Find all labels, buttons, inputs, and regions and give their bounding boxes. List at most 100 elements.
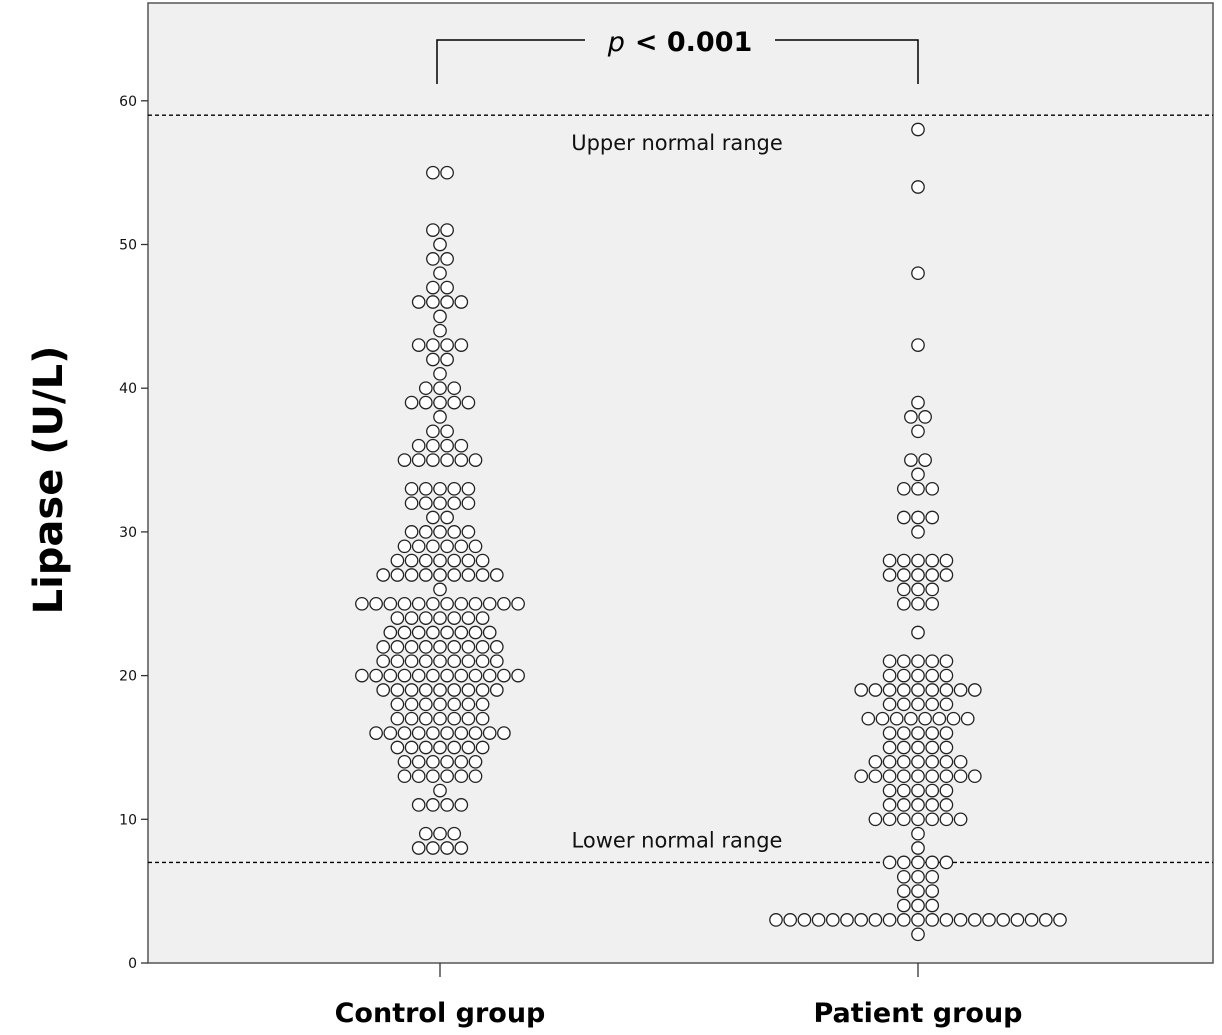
data-point xyxy=(889,711,904,726)
data-point xyxy=(918,453,932,467)
data-point xyxy=(882,812,897,827)
data-point xyxy=(447,395,462,410)
data-point xyxy=(896,855,911,870)
data-point xyxy=(911,266,925,281)
data-point xyxy=(447,711,462,726)
data-point xyxy=(911,798,925,812)
data-point xyxy=(440,223,454,237)
data-point xyxy=(447,611,462,625)
data-point xyxy=(404,640,419,654)
data-point xyxy=(882,913,897,927)
data-point xyxy=(440,625,454,640)
data-point xyxy=(489,654,504,669)
data-point xyxy=(911,769,925,784)
data-point xyxy=(447,481,462,496)
data-point xyxy=(939,769,954,784)
data-point xyxy=(911,596,925,611)
significance-bracket-left xyxy=(436,39,585,84)
data-point xyxy=(468,726,483,740)
data-point xyxy=(426,338,440,352)
data-point xyxy=(911,654,925,669)
data-point xyxy=(982,913,996,927)
data-point xyxy=(1024,913,1039,927)
data-point xyxy=(461,525,476,539)
data-point xyxy=(939,798,954,812)
reference-label-1: Lower normal range xyxy=(572,828,783,852)
data-point xyxy=(939,568,954,582)
data-point xyxy=(511,668,525,683)
data-point xyxy=(461,496,476,511)
data-point xyxy=(918,410,932,424)
p-value-label: p < 0.001 xyxy=(607,27,753,58)
data-point xyxy=(461,568,476,582)
data-point xyxy=(468,668,483,683)
data-point xyxy=(461,395,476,410)
data-point xyxy=(447,654,462,669)
data-point xyxy=(447,381,462,396)
data-point xyxy=(433,381,447,396)
data-point xyxy=(454,453,469,467)
data-point xyxy=(411,798,426,812)
data-point xyxy=(383,625,398,640)
data-point xyxy=(911,726,925,740)
data-point xyxy=(468,769,483,784)
data-point xyxy=(404,568,419,582)
data-point xyxy=(911,122,925,137)
data-point xyxy=(426,596,440,611)
data-point xyxy=(925,740,940,755)
data-point xyxy=(440,424,454,439)
data-point xyxy=(882,769,897,784)
data-point xyxy=(404,525,419,539)
y-tick-label-20: 20 xyxy=(119,669,137,685)
data-point xyxy=(404,654,419,669)
data-point xyxy=(911,510,925,525)
data-point xyxy=(497,726,511,740)
data-point xyxy=(475,697,490,712)
data-point xyxy=(397,769,412,784)
data-point xyxy=(447,683,462,697)
data-point xyxy=(433,568,447,582)
data-point xyxy=(461,683,476,697)
data-point xyxy=(882,668,897,683)
data-point xyxy=(433,525,447,539)
data-point xyxy=(925,510,940,525)
data-points xyxy=(355,122,1067,942)
data-point xyxy=(433,740,447,755)
data-point xyxy=(911,481,925,496)
data-point xyxy=(911,754,925,769)
data-point xyxy=(1053,913,1067,927)
data-point xyxy=(454,841,469,855)
data-point xyxy=(939,812,954,827)
data-point xyxy=(447,697,462,712)
data-point xyxy=(440,726,454,740)
data-point xyxy=(468,625,483,640)
data-point xyxy=(447,740,462,755)
data-point xyxy=(868,683,883,697)
data-point xyxy=(882,683,897,697)
data-point xyxy=(925,812,940,827)
data-point xyxy=(418,711,433,726)
data-point xyxy=(882,697,897,712)
y-tick-label-40: 40 xyxy=(119,381,137,397)
data-point xyxy=(440,165,454,180)
data-point xyxy=(397,539,412,554)
y-tick-label-0: 0 xyxy=(128,956,137,972)
data-point xyxy=(355,668,369,683)
data-point xyxy=(797,913,812,927)
data-point xyxy=(418,496,433,511)
data-point xyxy=(433,366,447,381)
data-point xyxy=(433,309,447,324)
data-point xyxy=(482,726,497,740)
data-point xyxy=(426,841,440,855)
data-point xyxy=(447,568,462,582)
data-point xyxy=(404,611,419,625)
data-point xyxy=(896,596,911,611)
data-point xyxy=(896,740,911,755)
data-point xyxy=(489,640,504,654)
data-point xyxy=(390,683,405,697)
x-category-label-1: Patient group xyxy=(813,998,1022,1029)
data-point xyxy=(433,582,447,597)
data-point xyxy=(911,869,925,884)
data-point xyxy=(447,640,462,654)
